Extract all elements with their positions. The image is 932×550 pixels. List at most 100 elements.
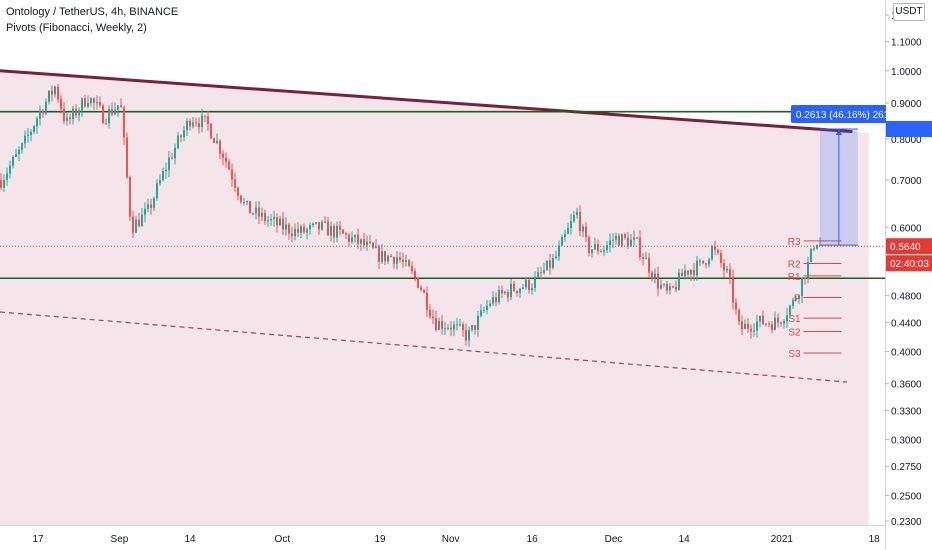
candle-body [663, 284, 665, 286]
candle-body [402, 259, 404, 262]
candle-body [81, 98, 83, 111]
y-tick-label: 0.8000 [891, 135, 922, 146]
candle-body [627, 237, 629, 247]
y-tick-label: 1.1000 [891, 38, 922, 49]
lower-channel-line [0, 311, 848, 383]
measure-arrow-head [835, 128, 842, 135]
candle-body [36, 118, 38, 127]
candle-body [357, 234, 359, 244]
candle-body [111, 109, 113, 115]
candle-body [285, 224, 287, 230]
candle-body [771, 324, 773, 330]
candle-body [471, 325, 473, 331]
candle-body [396, 257, 398, 264]
candle-body [795, 299, 797, 301]
indicator-title: Pivots (Fibonacci, Weekly, 2) [6, 22, 147, 34]
candle-body [372, 243, 374, 248]
candle-body [543, 270, 545, 273]
candle-body [678, 272, 680, 290]
candle-body [177, 135, 179, 148]
candle-body [336, 225, 338, 238]
candle-body [261, 212, 263, 217]
candle-body [39, 110, 41, 119]
candle-body [9, 165, 11, 174]
candle-body [561, 237, 563, 246]
measure-label-bg [790, 104, 903, 123]
candle-body [573, 215, 575, 222]
candle-body [231, 169, 233, 180]
candle-body [414, 271, 416, 278]
candle-body [726, 268, 728, 271]
candle-body [393, 257, 395, 264]
candle-body [513, 283, 515, 291]
candle-body [171, 157, 173, 159]
candle-body [120, 105, 122, 108]
candle-body [723, 263, 725, 271]
candle-body [246, 201, 248, 203]
pivot-label: S1 [788, 314, 801, 325]
candle-body [108, 109, 110, 124]
candle-body [33, 126, 35, 132]
candle-body [243, 202, 245, 204]
x-tick-label: Oct [275, 534, 291, 545]
y-tick-label: 0.4800 [891, 292, 922, 303]
pivot-label: S3 [788, 349, 801, 360]
candle-body [63, 108, 65, 121]
candle-body [60, 99, 62, 109]
candle-body [522, 287, 524, 289]
candle-body [303, 226, 305, 233]
candle-body [615, 235, 617, 240]
x-tick-label: 14 [679, 534, 691, 545]
candle-body [483, 310, 485, 312]
candle-body [498, 289, 500, 303]
candle-body [537, 272, 539, 278]
candle-body [195, 122, 197, 124]
candle-body [477, 315, 479, 331]
pivot-label: P [794, 294, 801, 305]
candle-body [765, 323, 767, 325]
candle-body [696, 260, 698, 276]
y-tick-label: 0.4400 [891, 318, 922, 329]
candle-body [783, 321, 785, 324]
y-tick-label: 0.2300 [891, 517, 922, 528]
candle-body [813, 248, 815, 250]
candle-body [789, 305, 791, 316]
candle-body [762, 315, 764, 325]
candle-body [507, 291, 509, 298]
candle-body [576, 211, 578, 216]
candle-body [636, 237, 638, 239]
candle-body [738, 309, 740, 322]
price-unit-button[interactable]: USDT [893, 3, 925, 21]
candle-body [516, 290, 518, 294]
candle-body [681, 272, 683, 277]
candle-body [18, 149, 20, 154]
candle-body [660, 284, 662, 289]
candle-body [816, 244, 818, 249]
candle-body [411, 266, 413, 272]
candle-body [399, 257, 401, 260]
candle-body [309, 225, 311, 230]
candle-body [312, 223, 314, 226]
candle-body [801, 278, 803, 296]
y-tick-label: 0.9000 [891, 99, 922, 110]
candle-body [588, 237, 590, 254]
candle-body [366, 241, 368, 246]
y-axis-bg [886, 0, 932, 550]
candle-body [330, 225, 332, 236]
candle-body [672, 286, 674, 288]
candle-body [714, 246, 716, 250]
candle-body [489, 303, 491, 306]
candle-body [258, 207, 260, 217]
candle-body [180, 135, 182, 138]
candle-body [204, 115, 206, 117]
candle-body [207, 116, 209, 124]
candle-body [693, 269, 695, 276]
candle-body [807, 261, 809, 279]
candle-body [321, 221, 323, 230]
candle-body [645, 257, 647, 259]
candle-body [291, 233, 293, 237]
candle-body [447, 327, 449, 329]
candle-body [201, 115, 203, 128]
candle-body [294, 228, 296, 237]
